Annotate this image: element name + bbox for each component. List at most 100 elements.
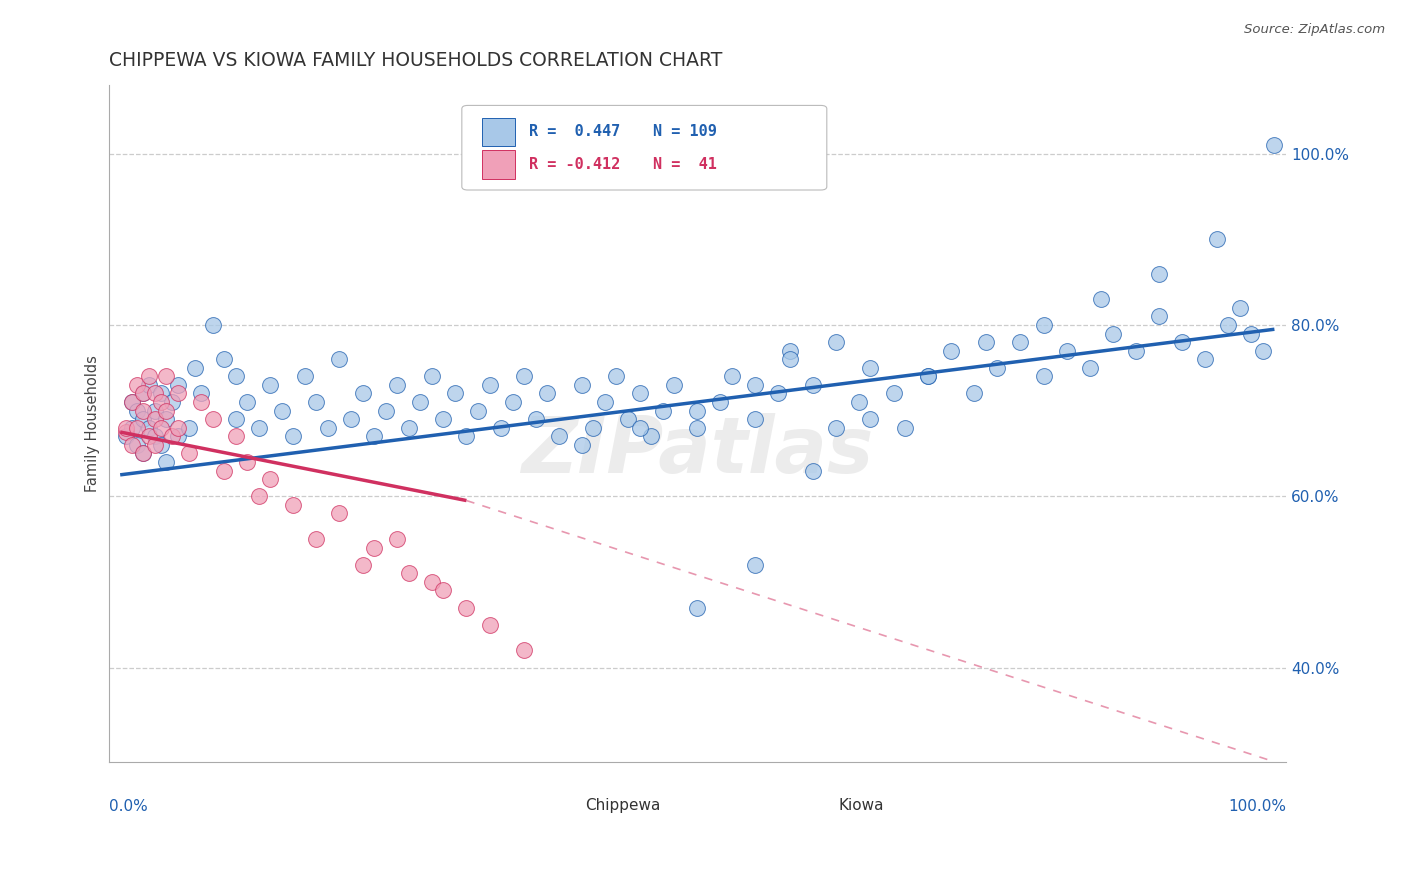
Point	[1263, 138, 1285, 153]
Point	[432, 412, 454, 426]
Point	[617, 412, 640, 426]
Point	[270, 403, 292, 417]
Point	[132, 403, 155, 417]
Point	[640, 429, 662, 443]
Point	[374, 403, 396, 417]
Point	[478, 617, 501, 632]
Point	[628, 386, 651, 401]
Point	[149, 395, 172, 409]
Point	[1147, 310, 1170, 324]
Text: CHIPPEWA VS KIOWA FAMILY HOUSEHOLDS CORRELATION CHART: CHIPPEWA VS KIOWA FAMILY HOUSEHOLDS CORR…	[108, 51, 723, 70]
Point	[167, 421, 190, 435]
Point	[236, 455, 259, 469]
Point	[340, 412, 363, 426]
Point	[1194, 352, 1216, 367]
Point	[502, 395, 524, 409]
Point	[121, 438, 143, 452]
Point	[824, 421, 846, 435]
FancyBboxPatch shape	[550, 794, 579, 816]
Point	[779, 343, 801, 358]
Text: N = 109: N = 109	[652, 124, 717, 139]
Point	[121, 421, 143, 435]
Point	[1251, 343, 1274, 358]
Point	[628, 421, 651, 435]
Point	[478, 378, 501, 392]
Text: ZIPatlas: ZIPatlas	[522, 412, 873, 489]
Point	[236, 395, 259, 409]
Text: N =  41: N = 41	[652, 157, 717, 172]
Point	[328, 352, 350, 367]
Point	[398, 421, 420, 435]
Point	[167, 378, 190, 392]
Point	[179, 421, 201, 435]
Point	[190, 395, 212, 409]
Point	[305, 395, 328, 409]
Point	[986, 360, 1008, 375]
Point	[143, 386, 166, 401]
Point	[536, 386, 558, 401]
Point	[225, 429, 247, 443]
Point	[766, 386, 789, 401]
Point	[1032, 369, 1054, 384]
Point	[420, 574, 443, 589]
Point	[524, 412, 547, 426]
Point	[247, 489, 270, 503]
Point	[115, 429, 138, 443]
Point	[155, 369, 177, 384]
Point	[167, 386, 190, 401]
Point	[709, 395, 731, 409]
Point	[883, 386, 905, 401]
Point	[444, 386, 467, 401]
Text: R =  0.447: R = 0.447	[529, 124, 620, 139]
Point	[155, 403, 177, 417]
Point	[160, 395, 183, 409]
Point	[1010, 335, 1032, 350]
Point	[917, 369, 939, 384]
Point	[456, 429, 478, 443]
Point	[605, 369, 627, 384]
Point	[385, 532, 408, 546]
Point	[121, 395, 143, 409]
Point	[1032, 318, 1054, 332]
Point	[686, 403, 709, 417]
Point	[1056, 343, 1078, 358]
Point	[1090, 292, 1112, 306]
Point	[385, 378, 408, 392]
Point	[686, 600, 709, 615]
Point	[664, 378, 686, 392]
Point	[155, 412, 177, 426]
Point	[127, 378, 149, 392]
Point	[259, 472, 281, 486]
Point	[184, 360, 207, 375]
Text: Kiowa: Kiowa	[838, 797, 884, 813]
Text: 100.0%: 100.0%	[1227, 799, 1286, 814]
Point	[138, 421, 160, 435]
Point	[352, 386, 374, 401]
Point	[149, 386, 172, 401]
Point	[779, 352, 801, 367]
Y-axis label: Family Households: Family Households	[86, 355, 100, 491]
Point	[409, 395, 432, 409]
Point	[212, 352, 235, 367]
Point	[859, 360, 882, 375]
Point	[121, 395, 143, 409]
Point	[132, 446, 155, 460]
Point	[489, 421, 512, 435]
Point	[212, 464, 235, 478]
Point	[1101, 326, 1123, 341]
Text: 0.0%: 0.0%	[108, 799, 148, 814]
Point	[398, 566, 420, 581]
Point	[848, 395, 870, 409]
Point	[801, 464, 824, 478]
Point	[149, 438, 172, 452]
Point	[593, 395, 616, 409]
Point	[328, 507, 350, 521]
Point	[744, 378, 766, 392]
Point	[1229, 301, 1251, 315]
Point	[363, 429, 385, 443]
Point	[225, 369, 247, 384]
FancyBboxPatch shape	[461, 105, 827, 190]
Point	[571, 438, 593, 452]
FancyBboxPatch shape	[803, 794, 832, 816]
Text: Chippewa: Chippewa	[585, 797, 661, 813]
